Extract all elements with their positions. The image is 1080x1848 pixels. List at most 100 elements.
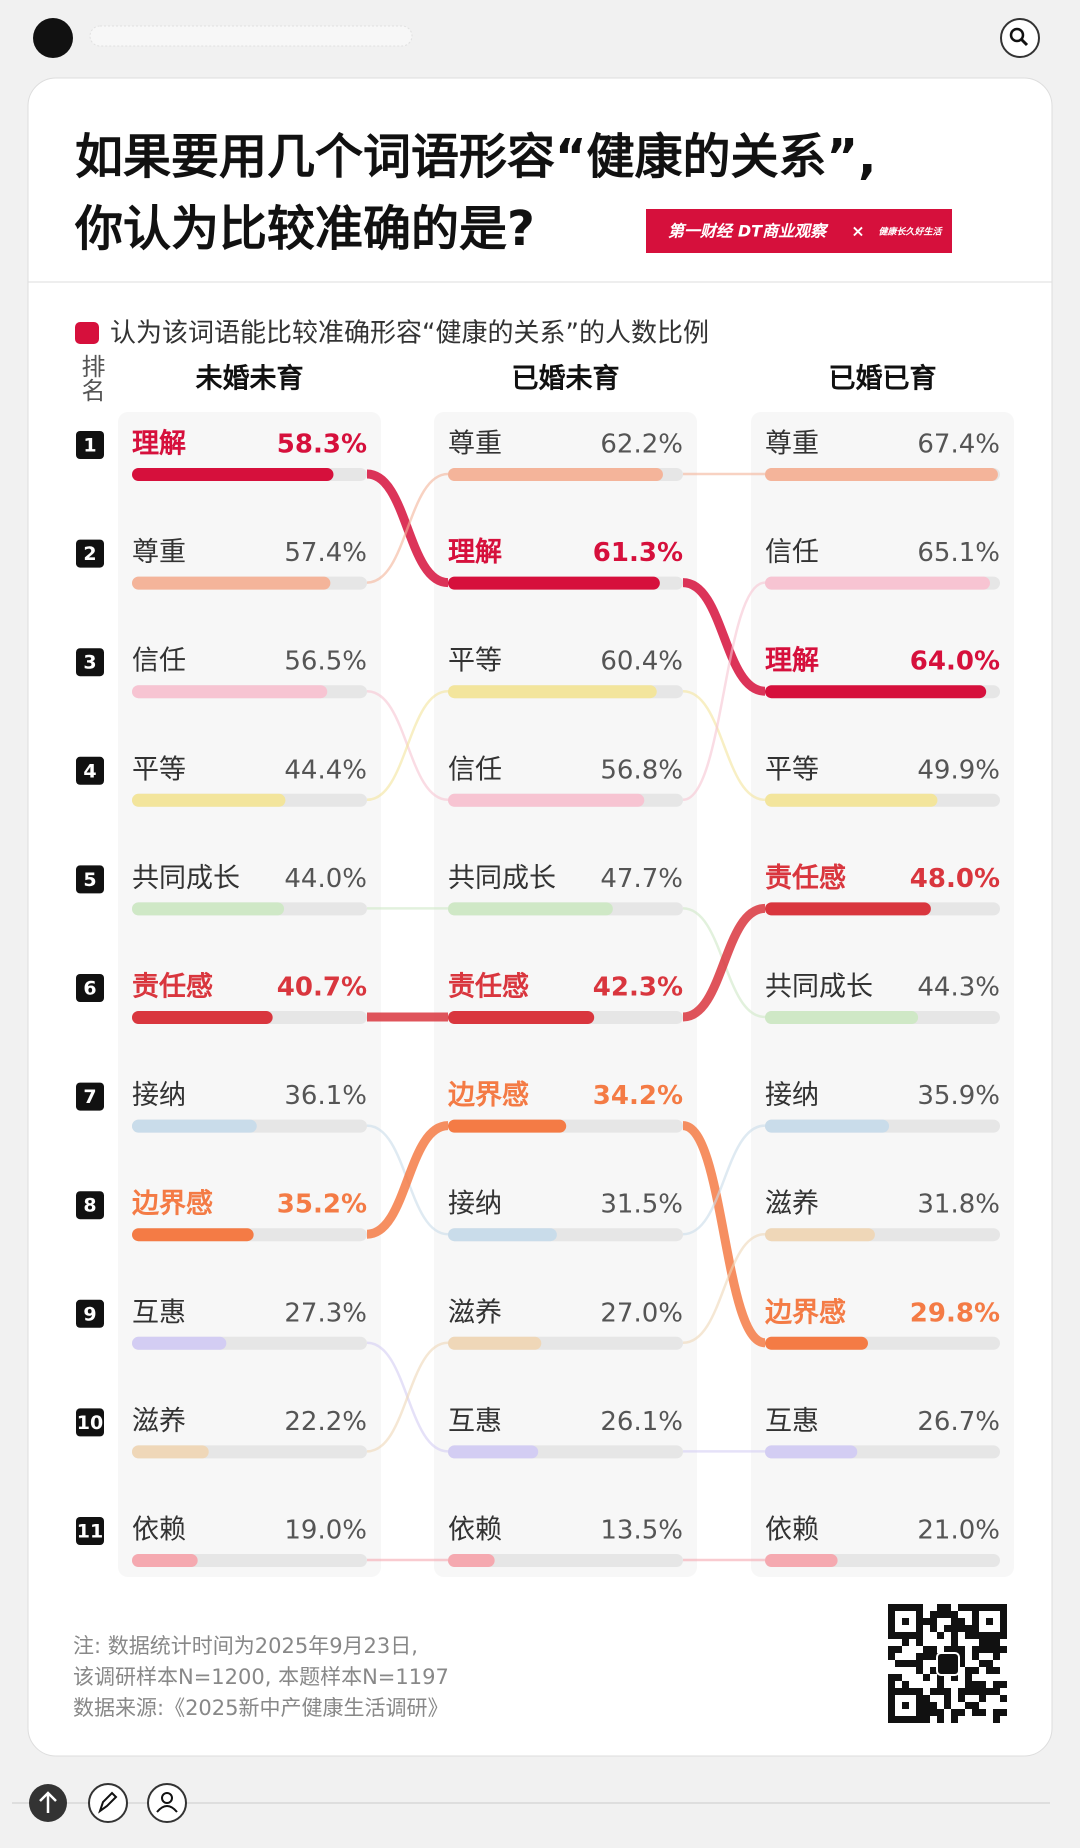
qr-cell bbox=[923, 1618, 930, 1625]
category-label: 依赖 bbox=[448, 1515, 502, 1546]
value-label: 42.3% bbox=[593, 973, 683, 1003]
qr-cell bbox=[930, 1653, 937, 1660]
qr-cell bbox=[909, 1688, 916, 1695]
value-label: 47.7% bbox=[600, 864, 683, 894]
qr-cell bbox=[972, 1702, 979, 1709]
rank-badge bbox=[76, 1299, 104, 1328]
bar bbox=[132, 1119, 257, 1133]
qr-cell bbox=[965, 1681, 972, 1688]
qr-cell bbox=[993, 1709, 1000, 1716]
qr-cell bbox=[993, 1667, 1000, 1674]
qr-cell bbox=[944, 1702, 951, 1709]
rank-label: 排名 bbox=[77, 354, 105, 402]
qr-cell bbox=[972, 1604, 979, 1611]
qr-cell bbox=[944, 1646, 951, 1653]
qr-cell bbox=[937, 1604, 944, 1611]
qr-cell bbox=[916, 1688, 923, 1695]
qr-cell bbox=[923, 1702, 930, 1709]
qr-center bbox=[936, 1652, 960, 1676]
footnote: 注: 数据统计时间为2025年9月23日, bbox=[73, 1634, 418, 1658]
bar bbox=[448, 1119, 567, 1133]
qr-cell bbox=[937, 1716, 944, 1723]
value-label: 67.4% bbox=[917, 430, 1000, 460]
qr-cell bbox=[902, 1604, 909, 1611]
value-label: 36.1% bbox=[284, 1081, 367, 1111]
rank-number: 5 bbox=[83, 869, 96, 891]
qr-cell bbox=[951, 1716, 958, 1723]
qr-cell bbox=[923, 1674, 930, 1681]
qr-cell bbox=[923, 1653, 930, 1660]
qr-cell bbox=[944, 1604, 951, 1611]
rank-badge bbox=[76, 431, 104, 459]
value-label: 29.8% bbox=[910, 1298, 1000, 1328]
logo-label: × bbox=[851, 222, 864, 241]
qr-cell bbox=[986, 1618, 993, 1625]
profile-icon bbox=[156, 1805, 178, 1813]
qr-cell bbox=[951, 1709, 958, 1716]
value-label: 61.3% bbox=[593, 538, 683, 568]
category-label: 平等 bbox=[132, 754, 186, 785]
qr-cell bbox=[972, 1618, 979, 1625]
qr-cell bbox=[1000, 1625, 1007, 1632]
search-button[interactable] bbox=[1000, 18, 1040, 58]
qr-cell bbox=[902, 1660, 909, 1667]
value-label: 44.0% bbox=[284, 864, 367, 894]
rank-number: 11 bbox=[77, 1521, 103, 1543]
rank-number: 7 bbox=[83, 1086, 96, 1108]
qr-cell bbox=[1000, 1709, 1007, 1716]
qr-cell bbox=[951, 1639, 958, 1646]
category-label: 接纳 bbox=[132, 1080, 186, 1111]
category-label: 滋养 bbox=[765, 1189, 819, 1220]
qr-cell bbox=[965, 1625, 972, 1632]
logo-label: 第一财经 bbox=[668, 222, 734, 241]
bar bbox=[765, 1011, 919, 1024]
qr-cell bbox=[965, 1667, 972, 1674]
category-label: 共同成长 bbox=[448, 863, 556, 894]
category-label: 互惠 bbox=[448, 1406, 502, 1437]
bar bbox=[765, 685, 987, 699]
category-label: 尊重 bbox=[132, 537, 186, 568]
qr-cell bbox=[888, 1611, 895, 1618]
category-label: 边界感 bbox=[765, 1296, 846, 1328]
qr-cell bbox=[979, 1709, 986, 1716]
rank-link bbox=[682, 689, 766, 802]
value-label: 65.1% bbox=[917, 538, 1000, 568]
qr-cell bbox=[951, 1625, 958, 1632]
chart-title: 你认为比较准确的是? bbox=[74, 201, 535, 257]
qr-cell bbox=[986, 1688, 993, 1695]
qr-cell bbox=[937, 1709, 944, 1716]
bar bbox=[765, 1336, 868, 1350]
bar bbox=[132, 1445, 209, 1459]
column-panel bbox=[118, 412, 381, 1577]
bar bbox=[448, 902, 613, 916]
qr-cell bbox=[930, 1625, 937, 1632]
qr-cell bbox=[993, 1716, 1000, 1723]
column-panel bbox=[751, 412, 1014, 1577]
category-label: 依赖 bbox=[765, 1515, 819, 1546]
qr-cell bbox=[965, 1674, 972, 1681]
qr-cell bbox=[895, 1688, 902, 1695]
value-label: 58.3% bbox=[277, 430, 367, 460]
value-label: 48.0% bbox=[910, 864, 1000, 894]
qr-cell bbox=[972, 1653, 979, 1660]
qr-cell bbox=[902, 1702, 909, 1709]
rank-link bbox=[682, 578, 766, 696]
bar bbox=[765, 468, 998, 481]
bar bbox=[765, 902, 931, 916]
qr-cell bbox=[895, 1632, 902, 1639]
qr-cell bbox=[916, 1709, 923, 1716]
rank-link bbox=[682, 581, 766, 802]
bar bbox=[448, 468, 663, 481]
bar bbox=[765, 1445, 858, 1459]
edit-button[interactable] bbox=[88, 1783, 128, 1823]
qr-cell bbox=[986, 1667, 993, 1674]
rank-number: 8 bbox=[83, 1195, 96, 1217]
qr-cell bbox=[888, 1688, 895, 1695]
address-bar[interactable] bbox=[89, 25, 413, 47]
category-label: 边界感 bbox=[132, 1188, 213, 1220]
qr-cell bbox=[937, 1674, 944, 1681]
rank-links bbox=[366, 469, 767, 1562]
qr-cell bbox=[979, 1695, 986, 1702]
logo-badge[interactable] bbox=[33, 18, 73, 58]
value-label: 19.0% bbox=[284, 1516, 367, 1546]
